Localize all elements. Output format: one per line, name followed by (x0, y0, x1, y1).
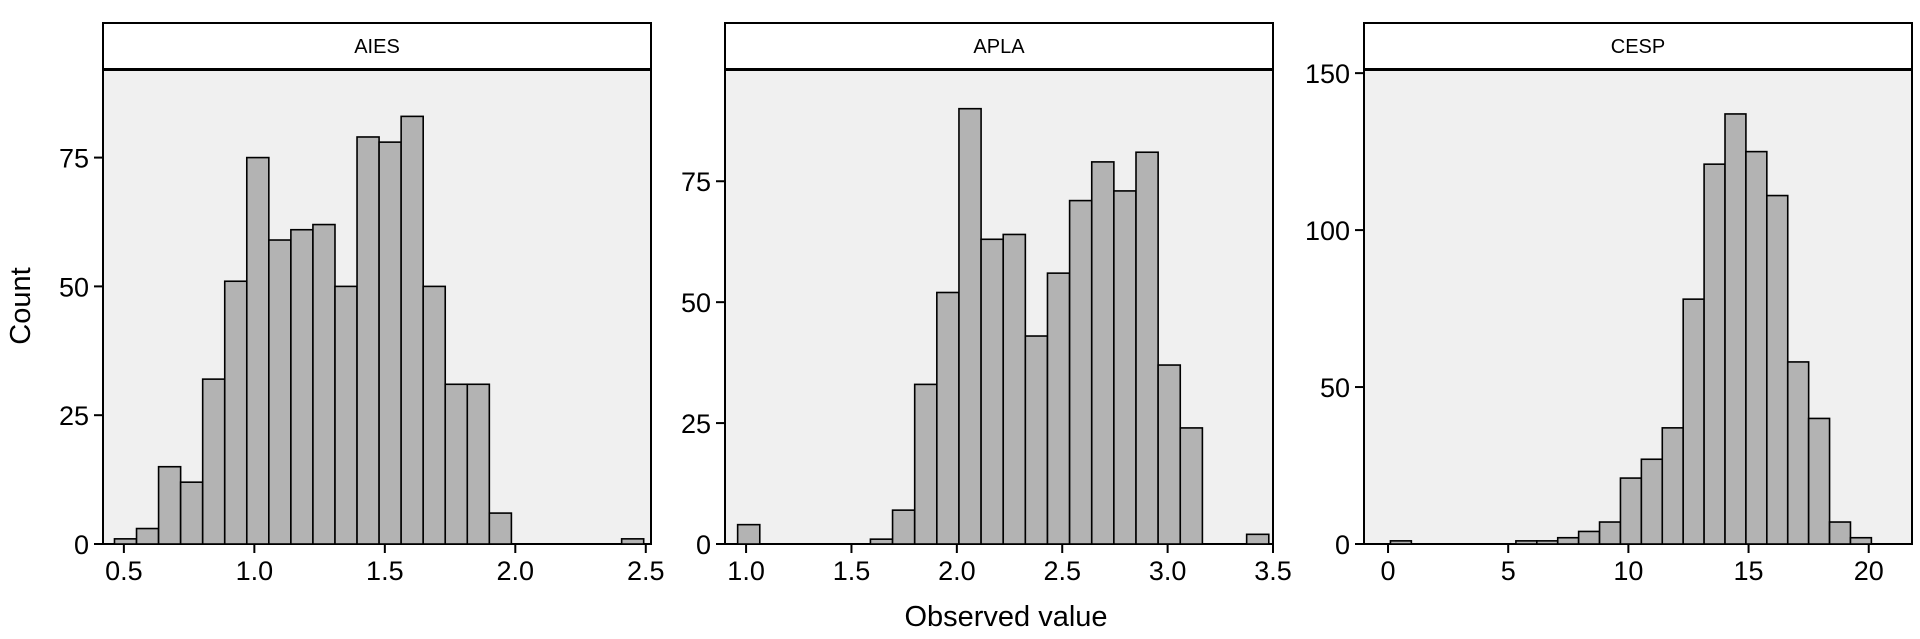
ticks-cesp: 0 5 10 15 20 0 50 100 150 (1305, 59, 1884, 586)
bar-apla-11 (980, 238, 1005, 545)
bar-apla-20 (1179, 427, 1204, 545)
strip-apla (724, 22, 1274, 70)
y-tick-label-apla-0: 0 (696, 530, 711, 560)
bar-cesp-19 (1786, 361, 1810, 545)
bar-apla-7 (891, 509, 916, 545)
bar-aies-11 (356, 136, 380, 545)
bar-apla-10 (958, 107, 982, 545)
y-tick-label-cesp-3: 150 (1305, 59, 1350, 89)
strip-aies (102, 22, 652, 70)
bar-aies-3 (179, 481, 204, 545)
bar-apla-0 (736, 523, 761, 545)
x-axis-title: Observed value (904, 601, 1107, 633)
panel-apla: APLA 1.0 1.5 2.0 2.5 3.0 3.5 0 25 50 75 (681, 22, 1292, 586)
bar-cesp-8 (1556, 536, 1580, 545)
y-tick-label-aies-1: 25 (59, 401, 89, 431)
bars-aies (113, 115, 645, 545)
bar-cesp-17 (1745, 150, 1768, 545)
x-tick-label-cesp-0: 0 (1381, 556, 1396, 586)
bar-apla-13 (1024, 335, 1049, 545)
bar-apla-16 (1090, 161, 1115, 545)
bar-apla-8 (913, 383, 938, 545)
x-tick-label-apla-5: 3.5 (1254, 556, 1292, 586)
bar-apla-6 (869, 538, 894, 545)
bar-apla-15 (1068, 199, 1093, 545)
bar-aies-2 (157, 465, 182, 545)
bar-aies-14 (422, 285, 447, 545)
y-tick-label-apla-2: 50 (681, 288, 711, 318)
strip-title-apla: APLA (973, 36, 1025, 58)
bar-aies-7 (268, 239, 292, 545)
strip-title-cesp: CESP (1611, 36, 1665, 58)
ticks-apla: 1.0 1.5 2.0 2.5 3.0 3.5 0 25 50 75 (681, 167, 1292, 586)
bar-apla-17 (1113, 190, 1137, 545)
y-axis-title: Count (5, 267, 37, 344)
bar-apla-12 (1002, 233, 1027, 545)
y-tick-label-cesp-1: 50 (1320, 373, 1350, 403)
ticks-aies: 0.5 1.0 1.5 2.0 2.5 0 25 50 75 (59, 144, 665, 586)
bar-apla-19 (1157, 364, 1182, 545)
bar-aies-4 (201, 378, 226, 545)
panel-cesp: CESP 0 5 10 15 20 0 50 100 150 (1305, 22, 1913, 586)
bar-apla-9 (936, 291, 960, 545)
bar-cesp-7 (1536, 540, 1559, 545)
bar-cesp-16 (1724, 113, 1747, 545)
x-tick-label-apla-2: 2.0 (938, 556, 976, 586)
x-tick-label-aies-4: 2.5 (627, 556, 665, 586)
bar-aies-9 (312, 223, 336, 545)
bar-aies-12 (378, 141, 402, 545)
bar-apla-18 (1135, 151, 1159, 545)
y-tick-label-aies-0: 0 (74, 530, 89, 560)
x-tick-label-apla-3: 2.5 (1043, 556, 1081, 586)
x-tick-label-apla-1: 1.5 (833, 556, 871, 586)
bar-cesp-6 (1515, 540, 1538, 545)
x-tick-label-cesp-1: 5 (1501, 556, 1516, 586)
bar-cesp-9 (1577, 530, 1601, 545)
bar-aies-5 (223, 280, 248, 545)
bar-aies-17 (488, 512, 513, 545)
y-tick-label-aies-3: 75 (59, 144, 89, 174)
bar-cesp-20 (1807, 417, 1831, 545)
bar-cesp-18 (1766, 194, 1789, 545)
strip-title-aies: AIES (354, 36, 400, 58)
x-tick-label-aies-0: 0.5 (105, 556, 143, 586)
bar-aies-8 (290, 228, 314, 545)
y-tick-label-apla-3: 75 (681, 167, 711, 197)
bars-apla (736, 107, 1270, 545)
x-tick-label-aies-3: 2.0 (497, 556, 535, 586)
x-tick-label-aies-1: 1.0 (236, 556, 274, 586)
x-tick-label-apla-4: 3.0 (1149, 556, 1187, 586)
bar-aies-16 (466, 383, 491, 545)
bar-apla-23 (1245, 533, 1270, 545)
bar-aies-15 (444, 383, 469, 545)
bar-cesp-13 (1661, 427, 1684, 545)
bar-aies-0 (113, 538, 138, 545)
x-tick-label-cesp-4: 20 (1854, 556, 1884, 586)
bar-cesp-0 (1389, 540, 1413, 545)
bar-apla-14 (1046, 272, 1071, 545)
bar-aies-23 (620, 538, 645, 545)
bar-cesp-21 (1828, 521, 1852, 545)
bar-aies-13 (400, 115, 424, 545)
bar-aies-1 (135, 527, 160, 545)
bar-cesp-11 (1619, 477, 1643, 545)
x-tick-label-cesp-3: 15 (1734, 556, 1764, 586)
bar-aies-6 (245, 156, 270, 545)
y-tick-label-apla-1: 25 (681, 409, 711, 439)
panel-aies: AIES 0.5 1.0 1.5 2.0 2.5 0 25 50 75 (59, 22, 665, 586)
y-tick-label-aies-2: 50 (59, 272, 89, 302)
bar-aies-10 (334, 285, 358, 545)
bar-cesp-12 (1640, 458, 1664, 545)
x-tick-label-cesp-2: 10 (1613, 556, 1643, 586)
bar-cesp-15 (1703, 163, 1726, 545)
x-tick-label-aies-2: 1.5 (366, 556, 404, 586)
bars-cesp (1389, 113, 1873, 545)
bar-cesp-22 (1849, 536, 1873, 545)
bar-cesp-14 (1682, 298, 1705, 545)
y-tick-label-cesp-2: 100 (1305, 216, 1350, 246)
y-tick-label-cesp-0: 0 (1335, 530, 1350, 560)
bar-cesp-10 (1598, 521, 1622, 545)
x-tick-label-apla-0: 1.0 (727, 556, 765, 586)
